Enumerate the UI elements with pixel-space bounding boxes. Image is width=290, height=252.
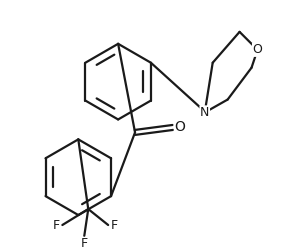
Text: N: N <box>200 106 209 119</box>
Text: F: F <box>110 218 118 232</box>
Text: O: O <box>174 120 185 134</box>
Text: F: F <box>53 218 60 232</box>
Text: O: O <box>253 43 262 56</box>
Text: F: F <box>81 237 88 250</box>
